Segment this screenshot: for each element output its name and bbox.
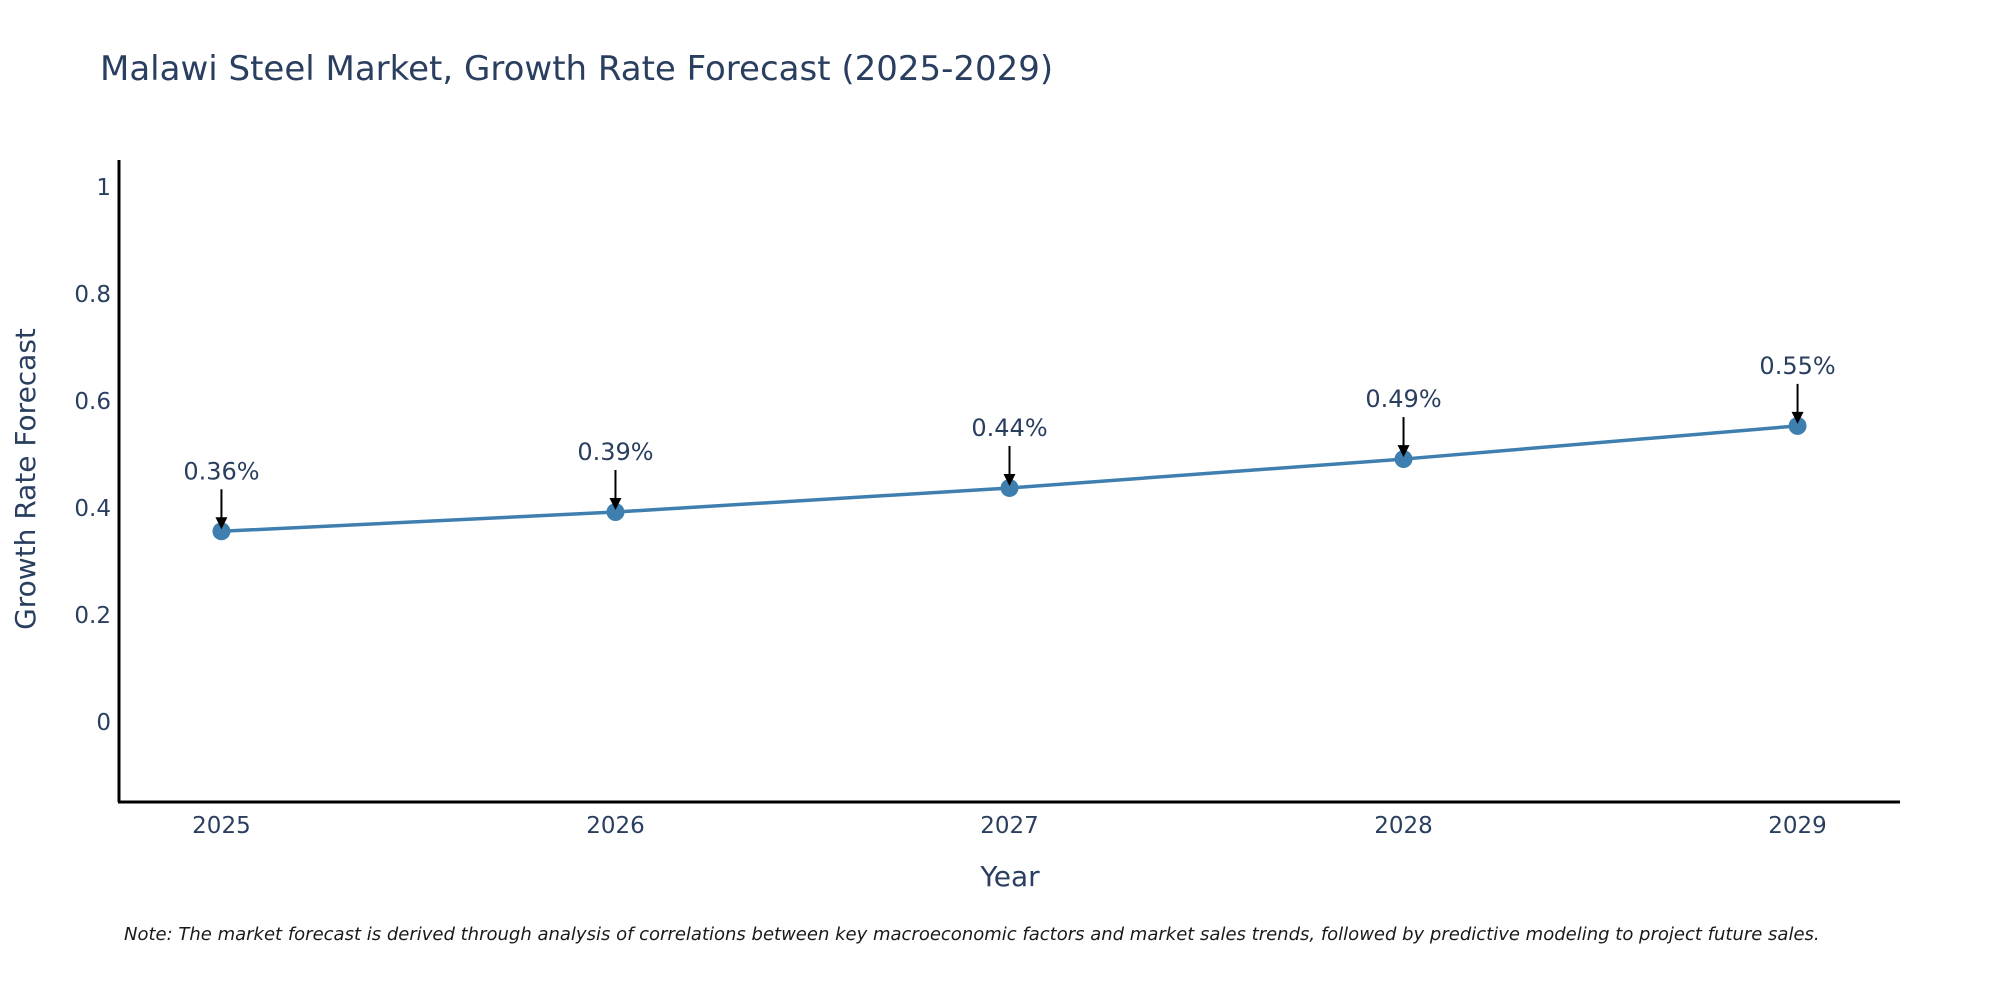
- annotation-arrowhead: [1003, 473, 1016, 486]
- data-point: [212, 522, 231, 541]
- x-tick-label: 2027: [980, 813, 1039, 839]
- data-point: [606, 503, 625, 522]
- data-label: 0.55%: [1759, 352, 1835, 380]
- chart-title: Malawi Steel Market, Growth Rate Forecas…: [100, 49, 1053, 89]
- data-label-annotations: 0.36% 0.39% 0.44% 0.49% 0.55%: [183, 352, 1836, 530]
- series-growth-rate: [212, 416, 1807, 541]
- annotation-arrowhead: [1791, 411, 1804, 424]
- x-axis-ticks: 2025 2026 2027 2028 2029: [192, 813, 1827, 839]
- y-tick-label: 0: [96, 710, 111, 736]
- x-tick-label: 2025: [192, 813, 251, 839]
- annotation-arrowhead: [609, 498, 622, 511]
- data-label: 0.49%: [1365, 385, 1441, 413]
- x-tick-label: 2029: [1768, 813, 1827, 839]
- x-axis-title: Year: [979, 860, 1040, 893]
- y-axis-title: Growth Rate Forecast: [9, 328, 42, 630]
- y-tick-label: 0.6: [74, 389, 111, 415]
- data-point: [1000, 478, 1019, 497]
- data-label: 0.36%: [183, 457, 259, 485]
- data-point: [1394, 450, 1413, 469]
- annotation-arrowhead: [1397, 445, 1410, 458]
- y-axis-ticks: 0 0.2 0.4 0.6 0.8 1: [74, 175, 111, 736]
- footnote: Note: The market forecast is derived thr…: [124, 924, 1820, 945]
- annotation-arrowhead: [215, 517, 228, 530]
- x-tick-label: 2028: [1374, 813, 1433, 839]
- y-tick-label: 1: [96, 175, 111, 201]
- y-tick-label: 0.8: [74, 282, 111, 308]
- y-tick-label: 0.2: [74, 603, 111, 629]
- data-label: 0.39%: [577, 438, 653, 466]
- data-point: [1788, 416, 1807, 435]
- x-tick-label: 2026: [586, 813, 645, 839]
- data-label: 0.44%: [971, 414, 1047, 442]
- y-tick-label: 0.4: [74, 496, 111, 522]
